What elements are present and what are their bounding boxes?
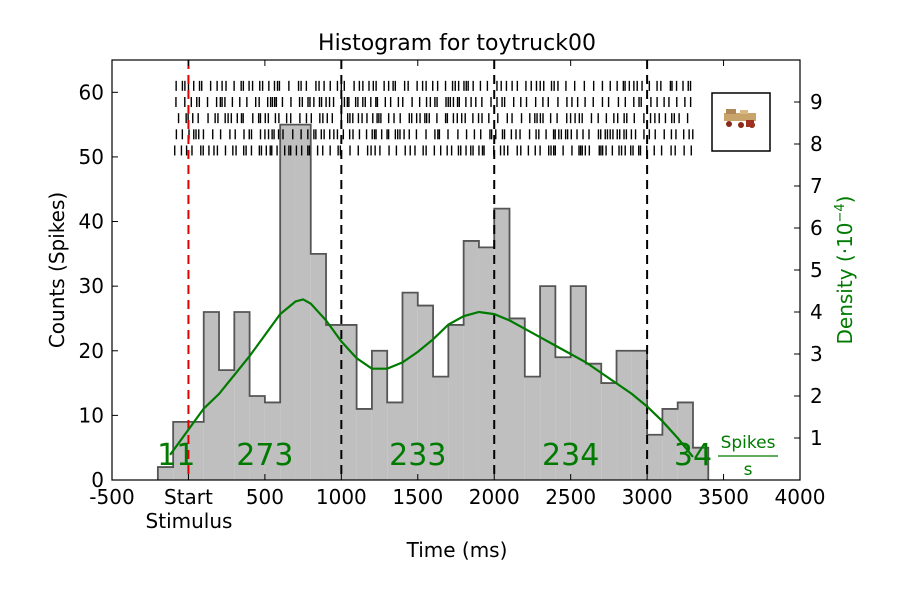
- histogram-bar: [264, 402, 281, 480]
- unit-fraction-label: Spikes s: [718, 433, 778, 480]
- y2-tick-label: 7: [810, 174, 823, 198]
- x-tick-label: -500: [89, 485, 134, 509]
- chart-title: Histogram for toytruck00: [318, 31, 596, 56]
- histogram-bar: [310, 253, 327, 480]
- y2-tick-label: 6: [810, 216, 823, 240]
- y-tick-label: 20: [79, 339, 104, 363]
- y-tick-label: 10: [79, 403, 104, 427]
- histogram-bar: [448, 324, 464, 480]
- y2-axis-ticks: 1 2 3 4 5 6 7 8 9: [794, 90, 823, 450]
- y-axis-ticks: 0 10 20 30 40 50 60: [79, 80, 118, 492]
- histogram-bar: [203, 312, 220, 480]
- x-tick-label: 3500: [698, 485, 749, 509]
- x-axis-title: Time (ms): [406, 538, 508, 562]
- histogram-bar: [555, 357, 571, 480]
- y2-tick-label: 2: [810, 384, 823, 408]
- histogram-bar: [249, 396, 265, 480]
- segment-count-label: 273: [236, 438, 293, 473]
- histogram-bar: [677, 402, 693, 480]
- segment-count-label: 234: [542, 438, 599, 473]
- histogram-bar: [463, 240, 479, 480]
- segment-count-label: 233: [389, 438, 446, 473]
- unit-denominator: s: [744, 460, 753, 480]
- histogram-bar: [387, 402, 403, 480]
- x-tick-label: Start: [164, 485, 213, 509]
- segment-count-label: 11: [157, 438, 195, 473]
- y2-tick-label: 5: [810, 258, 823, 282]
- histogram-outline: [156, 123, 710, 480]
- x-tick-label: 1000: [316, 485, 367, 509]
- y2-tick-label: 8: [810, 132, 823, 156]
- histogram-bar: [371, 350, 388, 480]
- x-tick-label: 4000: [775, 485, 826, 509]
- histogram-bars: [156, 123, 710, 480]
- y-tick-label: 50: [79, 145, 104, 169]
- histogram-bar: [494, 208, 510, 480]
- histogram-bar: [402, 292, 418, 480]
- y2-tick-label: 3: [810, 342, 823, 366]
- y-axis-title: Counts (Spikes): [45, 192, 69, 348]
- histogram-bar: [356, 408, 372, 480]
- y-tick-label: 60: [79, 80, 104, 104]
- stimulus-thumbnail: [711, 92, 771, 152]
- x-tick-label: 3000: [622, 485, 673, 509]
- y-tick-label: 30: [79, 274, 104, 298]
- x-tick-label: 2000: [469, 485, 520, 509]
- histogram-bar: [219, 370, 235, 480]
- y2-tick-label: 4: [810, 300, 823, 324]
- histogram-bar: [509, 318, 525, 480]
- y-tick-label: 40: [79, 210, 104, 234]
- event-lines: [187, 60, 649, 480]
- histogram-bar: [280, 124, 296, 480]
- histogram-bar: [570, 286, 586, 480]
- y2-axis-title: Density (·10−4): [833, 196, 857, 345]
- histogram-bar: [295, 124, 311, 480]
- histogram-bar: [478, 247, 495, 480]
- x-axis-stimulus-label: Stimulus: [146, 509, 233, 533]
- segment-count-labels: 11 273 233 234 34: [157, 438, 712, 473]
- x-axis-ticks: -500 Start 500 1000 1500 2000 2500 3000 3500 4000: [89, 60, 825, 509]
- x-tick-label: 2500: [545, 485, 596, 509]
- toy-truck-icon: [724, 109, 756, 128]
- segment-count-label: 34: [674, 438, 712, 473]
- histogram-bar: [585, 363, 602, 480]
- y-tick-label: 0: [91, 468, 104, 492]
- histogram-bar: [188, 421, 204, 480]
- histogram-bar: [524, 376, 541, 480]
- histogram-bar: [341, 324, 357, 480]
- histogram-bar: [540, 286, 556, 480]
- histogram-bar: [692, 447, 709, 480]
- y2-tick-label: 9: [810, 90, 823, 114]
- density-curve: [169, 298, 694, 458]
- y2-tick-label: 1: [810, 426, 823, 450]
- histogram-bar: [157, 467, 174, 480]
- histogram-bar: [234, 312, 250, 480]
- unit-numerator: Spikes: [721, 433, 776, 453]
- histogram-bar: [326, 324, 342, 480]
- histogram-bar: [647, 434, 663, 480]
- histogram-bar: [433, 376, 449, 480]
- x-tick-label: 500: [246, 485, 284, 509]
- x-tick-label: 1500: [392, 485, 443, 509]
- histogram-bar: [631, 350, 648, 480]
- spike-raster: [174, 80, 694, 156]
- histogram-bar: [616, 350, 632, 480]
- histogram-bar: [601, 383, 617, 480]
